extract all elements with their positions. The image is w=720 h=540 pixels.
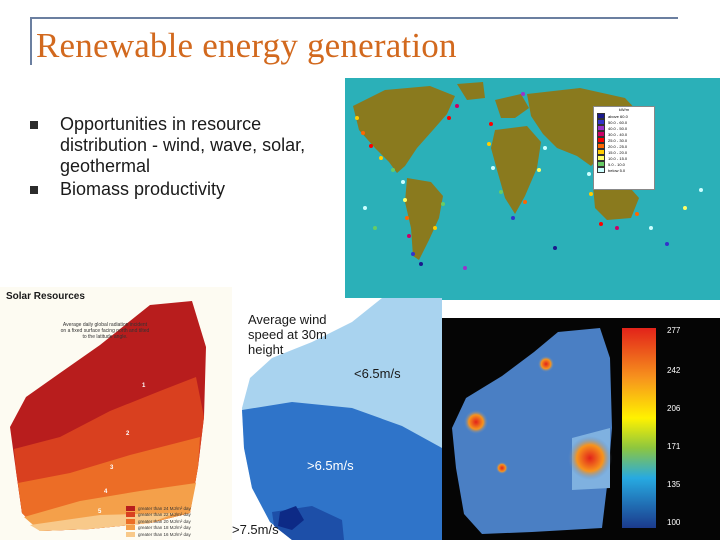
square-bullet-icon	[30, 186, 38, 194]
legend-swatch	[126, 505, 135, 511]
square-bullet-icon	[30, 121, 38, 129]
legend-row: above 60.0	[597, 113, 654, 119]
legend-header: kW/m	[618, 107, 630, 112]
bullet-item: Biomass productivity	[28, 179, 348, 200]
geothermal-heat-map: 277 242 206 171 135 100	[442, 318, 720, 540]
legend-label: 50.0 - 60.0	[608, 119, 628, 125]
legend-row: greater than 24 MJ/m² day	[126, 505, 226, 511]
scale-tick-label: 171	[667, 442, 681, 451]
solar-resources-map: Solar Resources Average daily global rad…	[0, 287, 232, 540]
legend-row: 20.0 - 25.0	[597, 143, 654, 149]
legend-swatch	[597, 167, 605, 173]
legend-swatch	[597, 119, 605, 125]
geothermal-map-graphic	[452, 328, 656, 534]
legend-row: 25.0 - 30.0	[597, 137, 654, 143]
legend-swatch	[126, 525, 135, 530]
legend-swatch	[597, 113, 605, 119]
legend-swatch	[597, 161, 605, 167]
wind-speed-map: Average wind speed at 30m height <6.5m/s…	[232, 298, 442, 540]
solar-zone-label: 5	[98, 509, 102, 515]
title-frame-left	[30, 17, 32, 65]
title-frame-top	[30, 17, 678, 19]
solar-map-title: Solar Resources	[6, 291, 85, 302]
legend-label: 10.0 - 15.0	[608, 155, 628, 161]
bullet-text: Opportunities in resource distribution -…	[60, 114, 306, 176]
wind-map-title: Average wind speed at 30m height	[248, 312, 327, 357]
solar-zone-label: 2	[126, 431, 130, 437]
coastal-data-points	[355, 92, 703, 270]
solar-zone-label: 1	[142, 383, 146, 389]
legend-swatch	[597, 143, 605, 149]
legend-label: above 60.0	[608, 113, 628, 119]
legend-row: below 5.0	[597, 167, 654, 173]
legend-swatch	[597, 155, 605, 161]
solar-legend: greater than 24 MJ/m² day greater than 2…	[126, 505, 226, 538]
wind-top-label: >7.5m/s	[232, 522, 279, 537]
legend-label: 30.0 - 40.0	[608, 131, 628, 137]
legend-label: greater than 20 MJ/m² day	[138, 518, 191, 524]
solar-zone-label: 3	[110, 465, 114, 471]
legend-swatch	[597, 125, 605, 131]
legend-row: greater than 20 MJ/m² day	[126, 518, 226, 524]
legend-swatch	[597, 149, 605, 155]
legend-row: greater than 18 MJ/m² day	[126, 525, 226, 531]
legend-swatch	[126, 512, 135, 517]
legend-row: greater than 22 MJ/m² day	[126, 512, 226, 518]
legend-label: greater than 18 MJ/m² day	[138, 525, 191, 530]
bullet-item: Opportunities in resource distribution -…	[28, 114, 348, 177]
wave-energy-legend: kW/m above 60.0 50.0 - 60.0 40.0 - 50.0 …	[593, 106, 655, 190]
scale-tick-label: 135	[667, 480, 681, 489]
legend-row: 15.0 - 20.0	[597, 149, 654, 155]
solar-map-note: Average daily global radiation incident …	[60, 322, 150, 340]
bullet-text: Biomass productivity	[60, 179, 226, 199]
legend-label: 5.0 - 10.0	[608, 161, 625, 167]
legend-swatch	[126, 531, 135, 537]
legend-swatch	[126, 518, 135, 524]
bullet-list: Opportunities in resource distribution -…	[28, 114, 348, 202]
legend-label: 25.0 - 30.0	[608, 137, 628, 143]
legend-label: 20.0 - 25.0	[608, 143, 628, 149]
solar-zone-label: 4	[104, 489, 108, 495]
solar-map-graphic	[10, 301, 206, 531]
legend-row: 30.0 - 40.0	[597, 131, 654, 137]
scale-tick-label: 100	[667, 518, 681, 527]
legend-label: greater than 16 MJ/m² day	[138, 531, 191, 537]
legend-row: 40.0 - 50.0	[597, 125, 654, 131]
scale-tick-label: 242	[667, 366, 681, 375]
wind-map-graphic	[242, 298, 442, 540]
legend-label: 40.0 - 50.0	[608, 125, 628, 131]
legend-swatch	[597, 131, 605, 137]
scale-tick-label: 206	[667, 404, 681, 413]
legend-label: greater than 24 MJ/m² day	[138, 505, 191, 511]
wind-high-label: >6.5m/s	[307, 458, 354, 473]
world-map-graphic	[353, 82, 703, 270]
legend-swatch	[597, 137, 605, 143]
scale-tick-label: 277	[667, 326, 681, 335]
legend-row: 5.0 - 10.0	[597, 161, 654, 167]
legend-label: greater than 22 MJ/m² day	[138, 512, 191, 517]
world-wave-energy-map: kW/m above 60.0 50.0 - 60.0 40.0 - 50.0 …	[345, 78, 720, 300]
legend-row: 10.0 - 15.0	[597, 155, 654, 161]
legend-label: 15.0 - 20.0	[608, 149, 628, 155]
wind-low-label: <6.5m/s	[354, 366, 401, 381]
slide-title: Renewable energy generation	[36, 26, 457, 65]
legend-row: 50.0 - 60.0	[597, 119, 654, 125]
legend-label: below 5.0	[608, 167, 626, 173]
legend-row: greater than 16 MJ/m² day	[126, 531, 226, 537]
